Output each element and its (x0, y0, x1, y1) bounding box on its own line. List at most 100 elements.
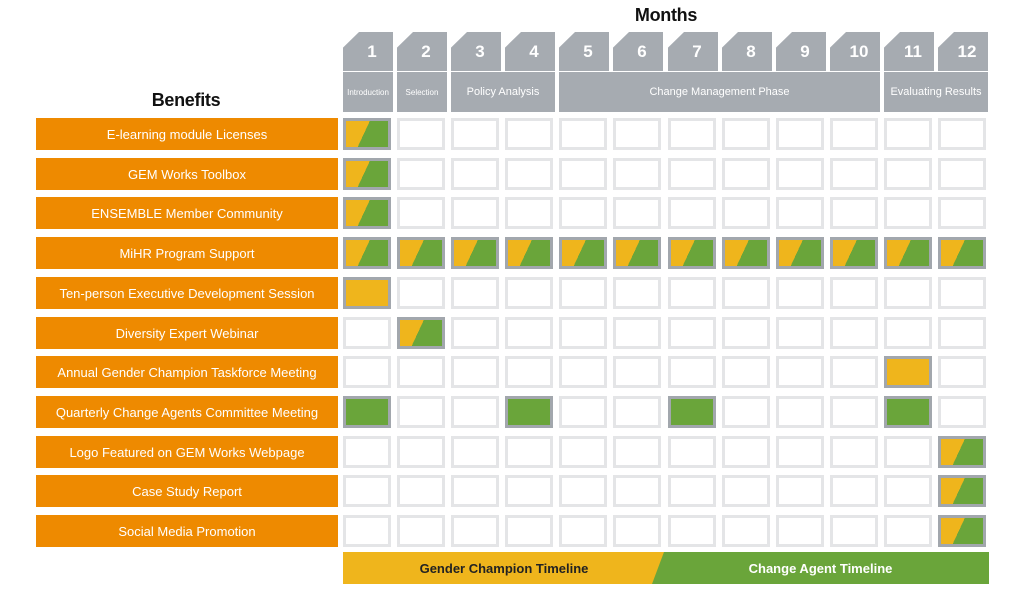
schedule-cell-empty (505, 356, 553, 388)
benefit-label: Annual Gender Champion Taskforce Meeting (36, 356, 338, 388)
schedule-cell-empty (613, 317, 661, 349)
month-tab-4: 4 (505, 32, 555, 71)
schedule-cell-empty (505, 197, 553, 229)
schedule-cell-empty (451, 158, 499, 190)
schedule-cell-both (938, 436, 986, 468)
schedule-cell-empty (938, 277, 986, 309)
schedule-cell-both (938, 237, 986, 269)
schedule-cell-empty (830, 118, 878, 150)
schedule-cell-empty (722, 356, 770, 388)
schedule-cell-empty (668, 197, 716, 229)
schedule-cell-both (343, 197, 391, 229)
schedule-cell-empty (830, 158, 878, 190)
schedule-cell-empty (722, 277, 770, 309)
schedule-cell-empty (830, 317, 878, 349)
schedule-cell-empty (938, 396, 986, 428)
benefit-label: Social Media Promotion (36, 515, 338, 547)
benefit-label: ENSEMBLE Member Community (36, 197, 338, 229)
schedule-cell-empty (722, 118, 770, 150)
benefits-title: Benefits (151, 90, 221, 110)
gender-champion-timeline-bar: Gender Champion Timeline (343, 552, 665, 584)
schedule-cell-empty (343, 475, 391, 507)
schedule-cell-empty (668, 277, 716, 309)
schedule-cell-empty (938, 197, 986, 229)
month-tab-12: 12 (938, 32, 988, 71)
schedule-cell-empty (776, 436, 824, 468)
benefit-label: Diversity Expert Webinar (36, 317, 338, 349)
schedule-cell-yellow (343, 277, 391, 309)
schedule-cell-green (505, 396, 553, 428)
schedule-cell-empty (613, 436, 661, 468)
benefit-label: GEM Works Toolbox (36, 158, 338, 190)
schedule-cell-empty (451, 475, 499, 507)
schedule-cell-empty (884, 277, 932, 309)
schedule-cell-green (884, 396, 932, 428)
schedule-cell-empty (505, 515, 553, 547)
benefit-label: Ten-person Executive Development Session (36, 277, 338, 309)
schedule-cell-empty (668, 515, 716, 547)
schedule-cell-empty (559, 356, 607, 388)
schedule-cell-empty (397, 356, 445, 388)
schedule-cell-empty (776, 277, 824, 309)
month-tab-7: 7 (668, 32, 718, 71)
schedule-cell-both (613, 237, 661, 269)
schedule-cell-empty (559, 317, 607, 349)
month-tab-5: 5 (559, 32, 609, 71)
schedule-cell-both (343, 158, 391, 190)
schedule-cell-empty (668, 118, 716, 150)
schedule-cell-both (938, 515, 986, 547)
schedule-cell-empty (668, 436, 716, 468)
schedule-cell-yellow (884, 356, 932, 388)
schedule-cell-empty (559, 436, 607, 468)
schedule-cell-empty (613, 515, 661, 547)
schedule-cell-both (722, 237, 770, 269)
schedule-cell-empty (884, 515, 932, 547)
schedule-cell-empty (722, 158, 770, 190)
schedule-cell-both (559, 237, 607, 269)
schedule-cell-empty (722, 396, 770, 428)
schedule-cell-empty (776, 475, 824, 507)
phase-label: Policy Analysis (451, 72, 555, 112)
schedule-cell-both (884, 237, 932, 269)
schedule-cell-empty (505, 277, 553, 309)
schedule-cell-green (668, 396, 716, 428)
schedule-cell-empty (613, 396, 661, 428)
schedule-cell-empty (559, 396, 607, 428)
schedule-cell-empty (613, 356, 661, 388)
schedule-cell-empty (505, 317, 553, 349)
month-tab-10: 10 (830, 32, 880, 71)
schedule-cell-both (830, 237, 878, 269)
schedule-cell-empty (559, 515, 607, 547)
schedule-cell-empty (343, 515, 391, 547)
schedule-cell-empty (397, 475, 445, 507)
benefit-label: E-learning module Licenses (36, 118, 338, 150)
schedule-cell-empty (776, 356, 824, 388)
change-agent-timeline-bar: Change Agent Timeline (652, 552, 989, 584)
schedule-cell-empty (451, 118, 499, 150)
schedule-cell-both (451, 237, 499, 269)
schedule-cell-empty (613, 277, 661, 309)
schedule-cell-empty (559, 118, 607, 150)
schedule-cell-empty (343, 436, 391, 468)
schedule-cell-empty (505, 158, 553, 190)
schedule-cell-empty (505, 436, 553, 468)
schedule-cell-empty (884, 436, 932, 468)
schedule-cell-empty (884, 118, 932, 150)
months-title: Months (634, 5, 698, 25)
schedule-cell-empty (830, 475, 878, 507)
schedule-cell-empty (559, 197, 607, 229)
schedule-cell-empty (938, 118, 986, 150)
phase-label: Change Management Phase (559, 72, 880, 112)
schedule-cell-empty (397, 396, 445, 428)
schedule-cell-empty (830, 356, 878, 388)
phase-label: Evaluating Results (884, 72, 988, 112)
phase-label: Introduction (343, 72, 393, 112)
month-tab-6: 6 (613, 32, 663, 71)
schedule-cell-empty (451, 277, 499, 309)
schedule-cell-empty (776, 515, 824, 547)
schedule-cell-both (343, 237, 391, 269)
month-tab-9: 9 (776, 32, 826, 71)
schedule-cell-empty (776, 317, 824, 349)
schedule-cell-empty (776, 396, 824, 428)
schedule-cell-empty (613, 475, 661, 507)
